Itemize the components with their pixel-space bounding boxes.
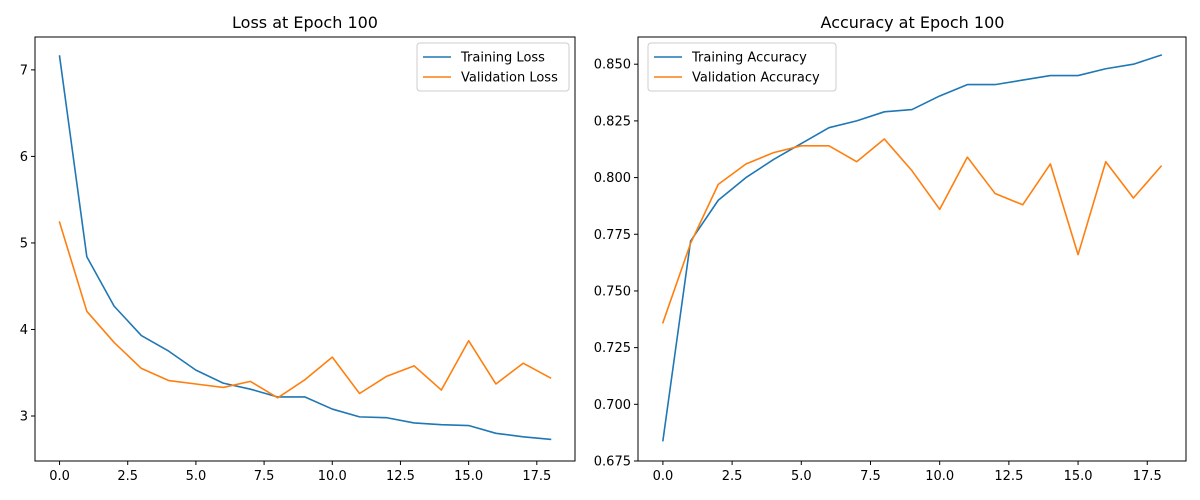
loss-x-tick-label: 15.0 [454,469,483,484]
accuracy-y-tick-label: 0.825 [594,114,631,129]
loss-x-tick-label: 5.0 [186,469,207,484]
loss-chart-frame [34,36,576,462]
loss-chart-lines [58,55,552,441]
accuracy-x-tick-label: 15.0 [1064,469,1093,484]
loss-chart-x-ticks: 0.0 2.5 5.0 7.5 10.0 12.5 15.0 17.5 [49,461,551,484]
accuracy-legend-label-training: Training Accuracy [691,51,807,66]
loss-x-tick-label: 7.5 [254,469,275,484]
loss-x-tick-label: 0.0 [49,469,70,484]
accuracy-chart-x-ticks: 0.0 2.5 5.0 7.5 10.0 12.5 15.0 17.5 [653,461,1162,484]
loss-chart-legend: Training Loss Validation Loss [416,42,570,92]
training-loss-line [58,55,552,441]
accuracy-y-tick-label: 0.800 [594,171,631,186]
accuracy-x-tick-label: 2.5 [722,469,743,484]
loss-chart-title: Loss at Epoch 100 [232,13,378,32]
accuracy-chart-y-ticks: 0.675 0.700 0.725 0.750 0.775 0.800 0.825 0.850 [594,58,638,470]
loss-y-tick-label: 3 [20,410,28,425]
loss-legend-box [416,42,570,92]
accuracy-x-tick-label: 7.5 [860,469,881,484]
accuracy-chart-lines [661,54,1163,442]
validation-loss-line [58,221,552,399]
loss-y-tick-label: 6 [20,150,28,165]
accuracy-y-tick-label: 0.850 [594,58,631,73]
accuracy-y-tick-label: 0.775 [594,228,631,243]
loss-chart-y-ticks: 3 4 5 6 7 [20,63,35,425]
accuracy-legend-label-validation: Validation Accuracy [692,71,820,86]
accuracy-chart-title: Accuracy at Epoch 100 [821,13,1005,32]
accuracy-legend-box [647,42,837,92]
accuracy-y-tick-label: 0.700 [594,398,631,413]
training-accuracy-line [662,54,1163,442]
loss-x-tick-label: 10.0 [318,469,347,484]
accuracy-x-tick-label: 12.5 [994,469,1023,484]
accuracy-x-tick-label: 5.0 [791,469,812,484]
loss-x-tick-label: 12.5 [386,469,415,484]
accuracy-y-tick-label: 0.725 [594,341,631,356]
loss-legend-label-training: Training Loss [460,51,545,66]
loss-y-tick-label: 7 [20,63,28,78]
accuracy-y-tick-label: 0.675 [594,455,631,470]
accuracy-x-tick-label: 0.0 [653,469,674,484]
accuracy-chart-frame [637,36,1187,462]
loss-x-tick-label: 2.5 [117,469,138,484]
loss-y-tick-label: 4 [20,323,28,338]
loss-chart: Loss at Epoch 100 3 4 5 6 7 0.0 2.5 5.0 7.5 10.0… [20,13,576,484]
accuracy-x-tick-label: 17.5 [1133,469,1162,484]
accuracy-chart-legend: Training Accuracy Validation Accuracy [647,42,837,92]
loss-legend-label-validation: Validation Loss [461,71,558,86]
validation-accuracy-line [661,138,1163,324]
accuracy-y-tick-label: 0.750 [594,284,631,299]
loss-x-tick-label: 17.5 [522,469,551,484]
accuracy-chart: Accuracy at Epoch 100 0.675 0.700 0.725 0.7… [594,13,1187,484]
accuracy-x-tick-label: 10.0 [925,469,954,484]
loss-y-tick-label: 5 [20,236,28,251]
